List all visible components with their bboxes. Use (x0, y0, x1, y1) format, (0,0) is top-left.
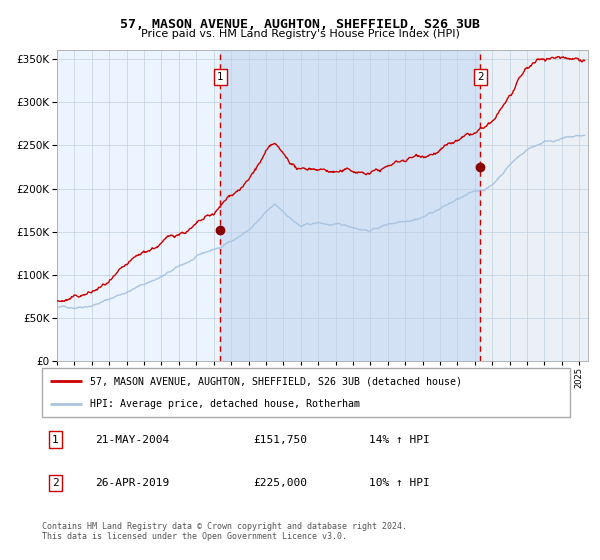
Text: Contains HM Land Registry data © Crown copyright and database right 2024.
This d: Contains HM Land Registry data © Crown c… (42, 522, 407, 542)
Text: £151,750: £151,750 (253, 435, 307, 445)
Text: 1: 1 (217, 72, 224, 82)
Text: 21-MAY-2004: 21-MAY-2004 (95, 435, 169, 445)
Text: 10% ↑ HPI: 10% ↑ HPI (370, 478, 430, 488)
Text: 26-APR-2019: 26-APR-2019 (95, 478, 169, 488)
Text: £225,000: £225,000 (253, 478, 307, 488)
Bar (220, 50, 481, 361)
Text: 57, MASON AVENUE, AUGHTON, SHEFFIELD, S26 3UB: 57, MASON AVENUE, AUGHTON, SHEFFIELD, S2… (120, 18, 480, 31)
Bar (481, 50, 588, 361)
FancyBboxPatch shape (42, 368, 570, 417)
Text: HPI: Average price, detached house, Rotherham: HPI: Average price, detached house, Roth… (89, 399, 359, 409)
Text: 57, MASON AVENUE, AUGHTON, SHEFFIELD, S26 3UB (detached house): 57, MASON AVENUE, AUGHTON, SHEFFIELD, S2… (89, 376, 461, 386)
Text: Price paid vs. HM Land Registry's House Price Index (HPI): Price paid vs. HM Land Registry's House … (140, 29, 460, 39)
Text: 2: 2 (52, 478, 59, 488)
Text: 2: 2 (477, 72, 484, 82)
Bar (481, 50, 588, 361)
Text: 1: 1 (52, 435, 59, 445)
Bar (57, 50, 588, 361)
Text: 14% ↑ HPI: 14% ↑ HPI (370, 435, 430, 445)
